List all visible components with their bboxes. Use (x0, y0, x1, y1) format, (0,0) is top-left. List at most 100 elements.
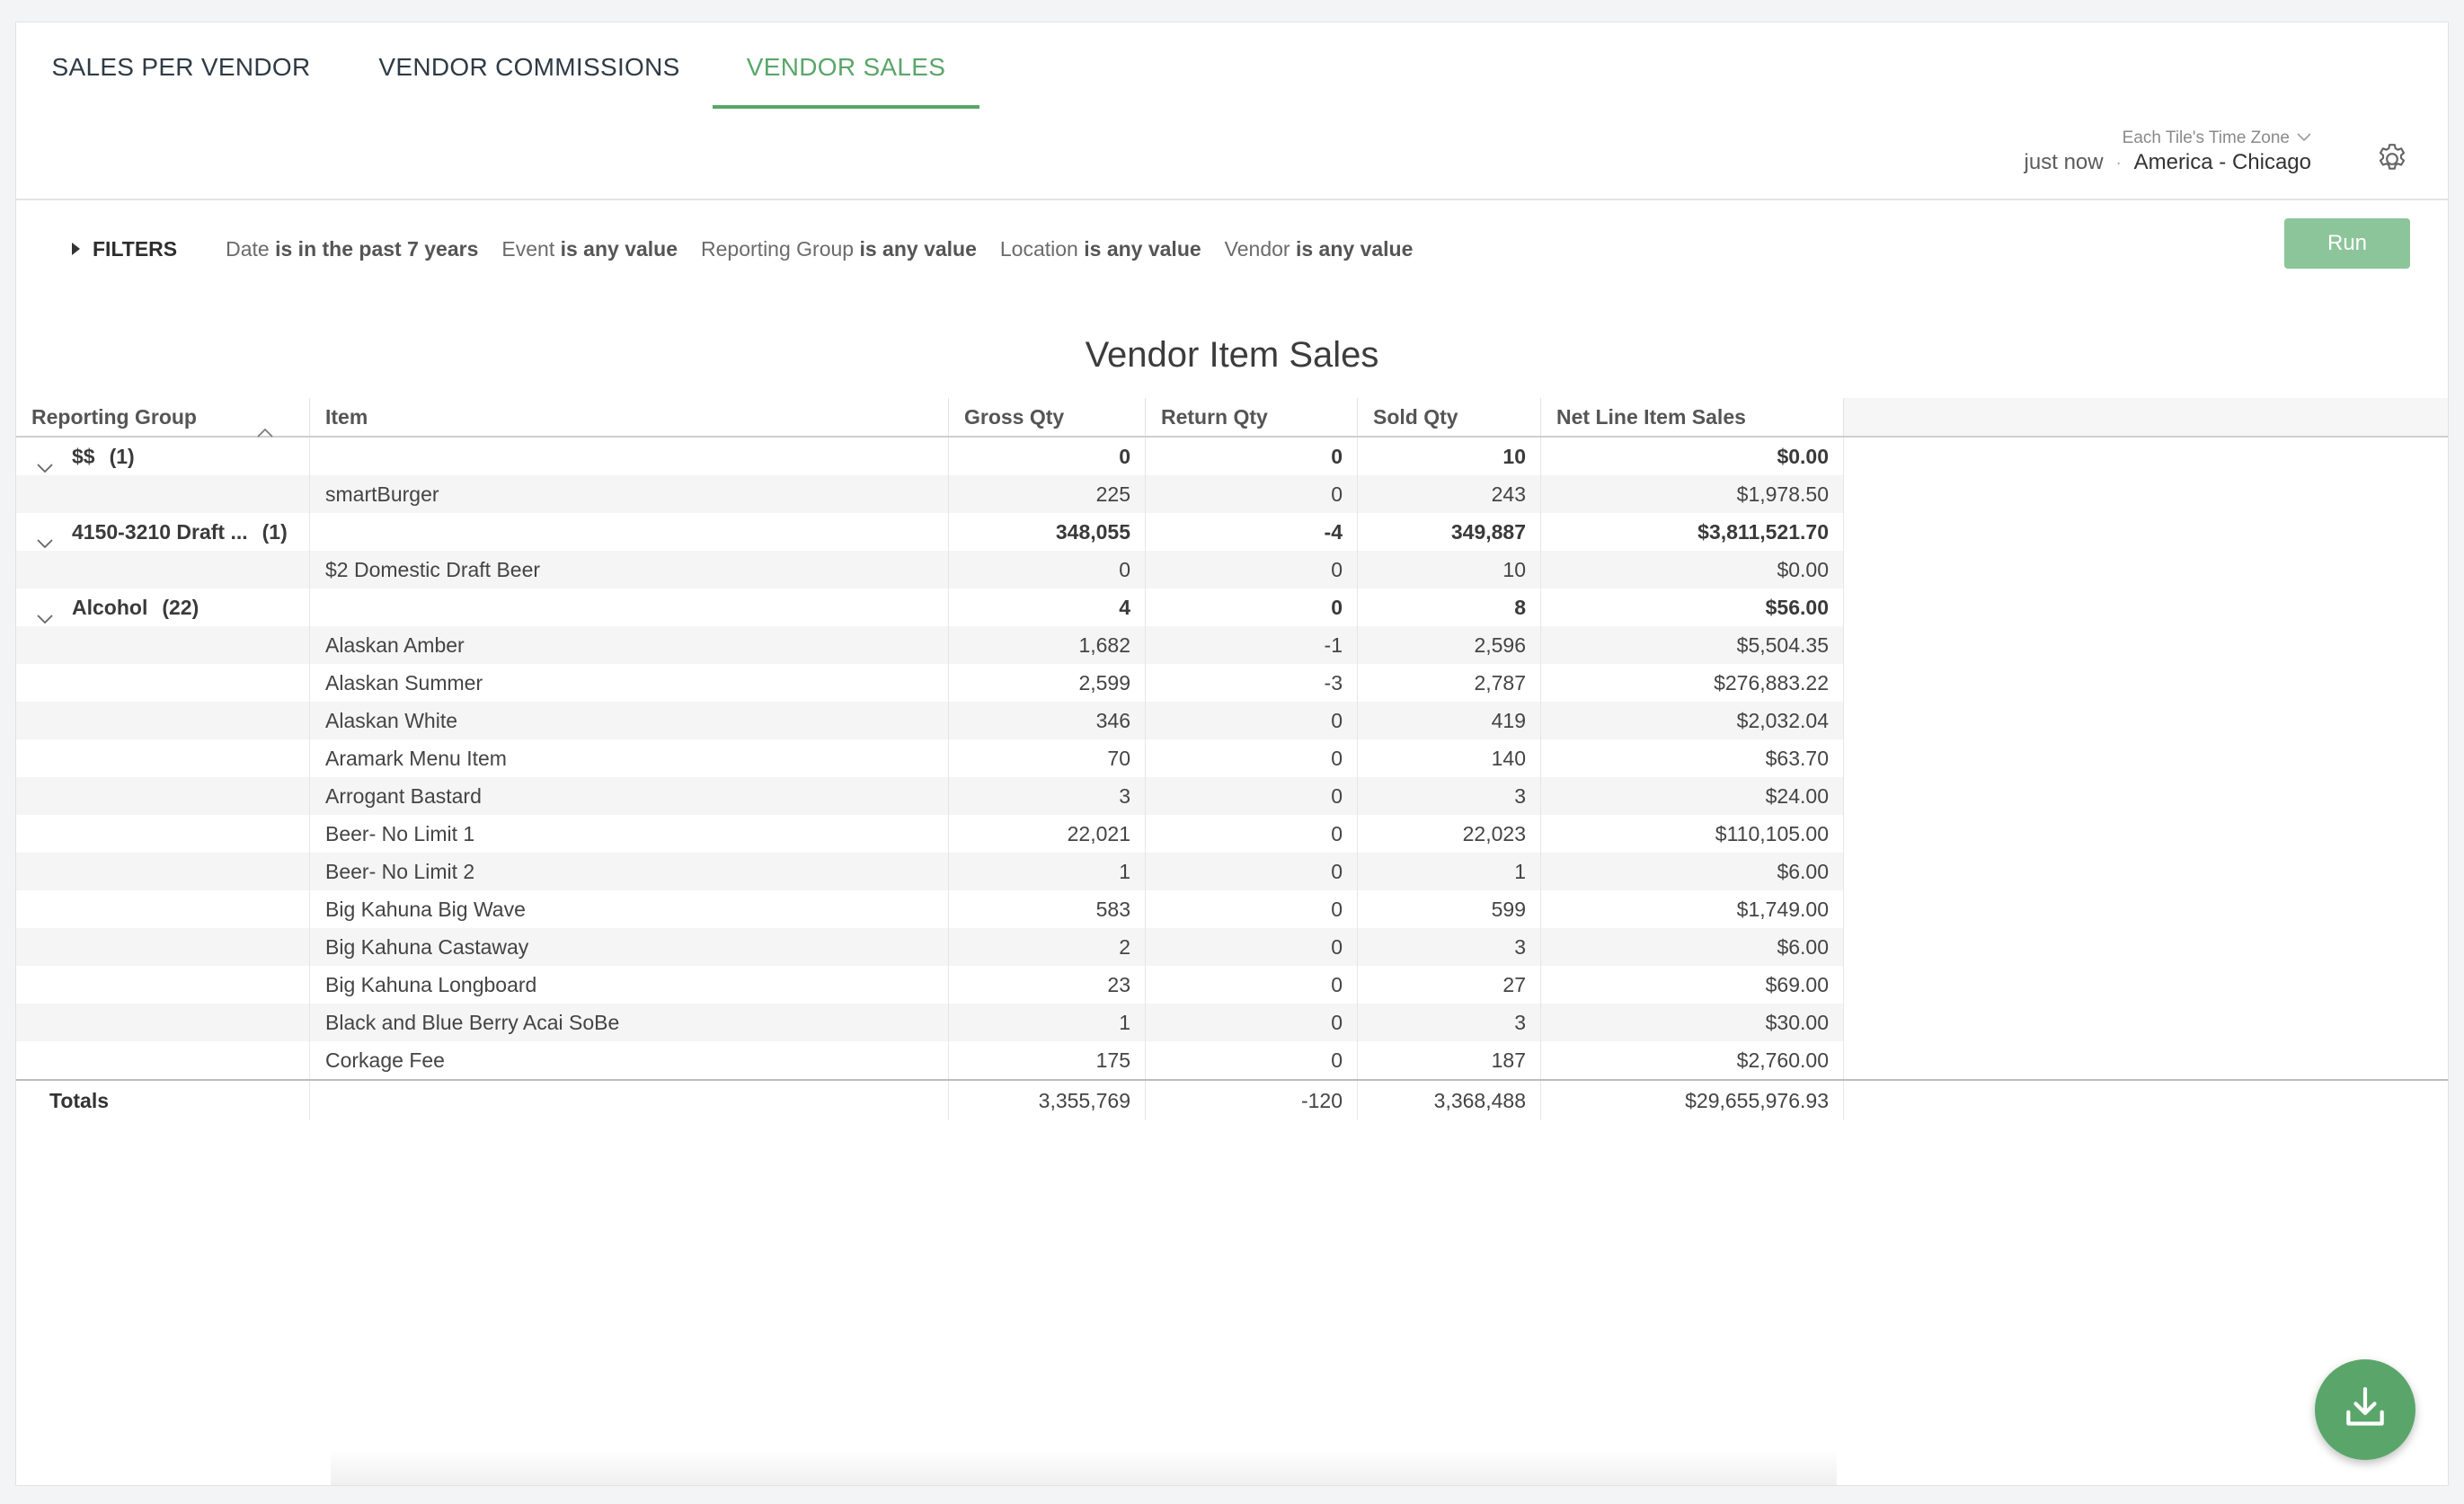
tab-sales-per-vendor[interactable]: SALES PER VENDOR (51, 53, 311, 81)
download-icon (2340, 1383, 2390, 1438)
filter-field: Date (226, 236, 270, 261)
group-cell (16, 739, 310, 777)
return-qty-cell: 0 (1146, 475, 1358, 513)
timezone-selector[interactable]: Each Tile's Time Zone (2025, 128, 2311, 148)
filter-date[interactable]: Date is in the past 7 years (226, 237, 478, 261)
return-qty-cell: 0 (1146, 438, 1358, 475)
group-cell[interactable]: 4150-3210 Draft ... (1) (16, 513, 310, 551)
run-button[interactable]: Run (2284, 218, 2410, 269)
row-background (16, 551, 1844, 588)
item-cell: Beer- No Limit 1 (310, 815, 949, 853)
table-row: Beer- No Limit 1 22,021 0 22,023 $110,105.00 (16, 815, 2448, 853)
group-row[interactable]: $$ (1) 0 0 10 $0.00 (16, 438, 2448, 475)
return-qty-cell: -1 (1146, 626, 1358, 664)
gross-qty-cell: 175 (949, 1041, 1146, 1079)
filter-condition: is any value (1295, 236, 1414, 261)
group-cell (16, 1004, 310, 1041)
group-row[interactable]: Alcohol (22) 4 0 8 $56.00 (16, 588, 2448, 626)
column-header-gross-qty[interactable]: Gross Qty (949, 398, 1146, 436)
return-qty-cell: 0 (1146, 815, 1358, 853)
filter-field: Location (999, 236, 1078, 261)
return-qty-cell: 0 (1146, 588, 1358, 626)
item-cell: Corkage Fee (310, 1041, 949, 1079)
filters-toggle[interactable]: FILTERS (72, 237, 177, 261)
sold-qty-cell: 349,887 (1358, 513, 1541, 551)
group-row[interactable]: 4150-3210 Draft ... (1) 348,055 -4 349,887 $3… (16, 513, 2448, 551)
filter-event[interactable]: Event is any value (501, 237, 678, 261)
sold-qty-cell: 599 (1358, 890, 1541, 928)
chevron-down-icon[interactable] (36, 523, 54, 549)
filter-field: Event (501, 236, 555, 261)
timezone-value: America - Chicago (2133, 150, 2311, 174)
gross-qty-cell: 348,055 (949, 513, 1146, 551)
table-row: Arrogant Bastard 3 0 3 $24.00 (16, 777, 2448, 815)
timezone-label: Each Tile's Time Zone (2122, 128, 2290, 147)
return-qty-cell: 0 (1146, 777, 1358, 815)
filter-location[interactable]: Location is any value (1000, 237, 1201, 261)
download-button[interactable] (2315, 1359, 2415, 1460)
filter-reporting-group[interactable]: Reporting Group is any value (701, 237, 977, 261)
filter-bar: FILTERS Date is in the past 7 years Even… (16, 222, 2448, 276)
group-cell (16, 1041, 310, 1079)
item-cell: Alaskan Summer (310, 664, 949, 702)
item-cell: Alaskan White (310, 702, 949, 739)
filter-condition: is in the past 7 years (275, 236, 479, 261)
gross-qty-cell: 583 (949, 890, 1146, 928)
group-name: $$ (72, 445, 95, 468)
return-qty-cell: 0 (1146, 739, 1358, 777)
gross-qty-cell: 1 (949, 853, 1146, 890)
table-row: Alaskan Amber 1,682 -1 2,596 $5,504.35 (16, 626, 2448, 664)
net-sales-cell: $110,105.00 (1541, 815, 1844, 853)
item-cell: $2 Domestic Draft Beer (310, 551, 949, 588)
sold-qty-cell: 140 (1358, 739, 1541, 777)
net-sales-cell: $56.00 (1541, 588, 1844, 626)
sort-ascending-icon[interactable] (257, 411, 273, 449)
net-sales-cell: $1,978.50 (1541, 475, 1844, 513)
totals-label: Totals (16, 1081, 310, 1120)
column-header-net-line-item-sales[interactable]: Net Line Item Sales (1541, 398, 1844, 436)
return-qty-cell: 0 (1146, 853, 1358, 890)
net-sales-cell: $69.00 (1541, 966, 1844, 1004)
sold-qty-cell: 10 (1358, 551, 1541, 588)
item-cell (310, 438, 949, 475)
row-background (16, 475, 1844, 513)
filter-vendor[interactable]: Vendor is any value (1225, 237, 1414, 261)
gross-qty-cell: 346 (949, 702, 1146, 739)
group-count: (1) (261, 520, 288, 544)
totals-row: Totals 3,355,769 -120 3,368,488 $29,655,… (16, 1079, 2448, 1120)
group-cell (16, 475, 310, 513)
group-cell (16, 626, 310, 664)
sold-qty-cell: 10 (1358, 438, 1541, 475)
column-header-item[interactable]: Item (310, 398, 949, 436)
sold-qty-cell: 3 (1358, 928, 1541, 966)
net-sales-cell: $6.00 (1541, 853, 1844, 890)
column-header-reporting-group[interactable]: Reporting Group (16, 398, 310, 438)
table-row: Big Kahuna Longboard 23 0 27 $69.00 (16, 966, 2448, 1004)
totals-gross-qty: 3,355,769 (949, 1081, 1146, 1120)
row-background (16, 1004, 1844, 1041)
group-cell (16, 777, 310, 815)
table-row: smartBurger 225 0 243 $1,978.50 (16, 475, 2448, 513)
column-header-return-qty[interactable]: Return Qty (1146, 398, 1358, 436)
gear-icon[interactable] (2374, 141, 2410, 177)
group-cell (16, 966, 310, 1004)
group-cell (16, 664, 310, 702)
group-cell (16, 702, 310, 739)
tab-vendor-sales[interactable]: VENDOR SALES (713, 22, 979, 109)
table-row: Aramark Menu Item 70 0 140 $63.70 (16, 739, 2448, 777)
group-cell[interactable]: Alcohol (22) (16, 588, 310, 626)
chevron-down-icon (2297, 130, 2311, 146)
return-qty-cell: 0 (1146, 966, 1358, 1004)
report-panel: SALES PER VENDOR VENDOR COMMISSIONS VEND… (15, 22, 2449, 1486)
chevron-down-icon[interactable] (36, 447, 54, 473)
table-row: Corkage Fee 175 0 187 $2,760.00 (16, 1041, 2448, 1079)
column-header-sold-qty[interactable]: Sold Qty (1358, 398, 1541, 436)
item-cell: Black and Blue Berry Acai SoBe (310, 1004, 949, 1041)
tab-vendor-commissions[interactable]: VENDOR COMMISSIONS (378, 53, 680, 81)
net-sales-cell: $6.00 (1541, 928, 1844, 966)
item-cell: Alaskan Amber (310, 626, 949, 664)
chevron-down-icon[interactable] (36, 598, 54, 624)
filter-condition: is any value (859, 236, 977, 261)
group-cell[interactable]: $$ (1) (16, 438, 310, 475)
item-cell: Arrogant Bastard (310, 777, 949, 815)
